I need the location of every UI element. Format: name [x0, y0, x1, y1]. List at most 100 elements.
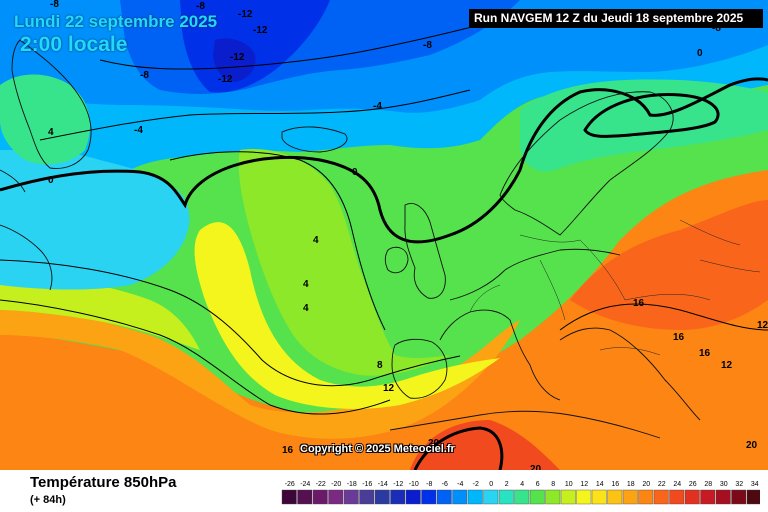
legend-swatch	[452, 489, 468, 505]
legend-swatch	[483, 489, 499, 505]
legend-swatch	[622, 489, 638, 505]
coast-europe	[439, 248, 701, 421]
legend-swatch	[545, 489, 561, 505]
legend-tick-label: -22	[316, 481, 326, 488]
contour-label: -12	[230, 52, 245, 63]
isotherm-thin-16	[559, 303, 768, 331]
legend-tick-label: 2	[505, 481, 509, 488]
legend-swatch	[576, 489, 592, 505]
coast-iberia	[391, 338, 448, 399]
contour-label: -4	[373, 101, 382, 112]
contour-label: 16	[673, 332, 685, 343]
legend-swatch	[390, 489, 406, 505]
legend-tick-label: -8	[426, 481, 432, 488]
legend-tick-label: 26	[689, 481, 697, 488]
field-lightgreen-greenland	[0, 74, 90, 165]
legend-tick-label: -16	[362, 481, 372, 488]
legend-swatch	[591, 489, 607, 505]
contour-label: 0	[48, 175, 54, 186]
legend-tick-label: 4	[520, 481, 524, 488]
contour-label: -12	[238, 9, 253, 20]
legend-swatch	[467, 489, 483, 505]
field-orange-south	[0, 170, 768, 470]
field-red-med	[410, 420, 560, 470]
field-light-cyan-labrador	[0, 150, 190, 290]
isotherm-thin-12	[0, 299, 391, 415]
field-green-uk-north	[238, 149, 450, 376]
legend-swatch	[312, 489, 328, 505]
legend-tick-label: 28	[704, 481, 712, 488]
legend-swatch	[297, 489, 313, 505]
coast-scandinavia	[499, 91, 674, 236]
color-scale-legend: -26 -24 -22 -20 -18 -16 -14 -12 -10 -8 -6 -4 -2 0 2 4 6 8…	[281, 481, 760, 505]
model-run-label: Run NAVGEM 12 Z du Jeudi 18 septembre 20…	[469, 9, 763, 28]
contour-label: -12	[253, 25, 268, 36]
contour-label: 8	[377, 360, 383, 371]
legend-swatch	[359, 489, 375, 505]
field-greenland-core	[213, 38, 256, 82]
contour-label: -4	[134, 125, 143, 136]
legend-swatch	[669, 489, 685, 505]
legend-tick-label: 16	[611, 481, 619, 488]
coast-canada	[0, 169, 53, 291]
temperature-map: -8 -8 -12 -12 -8 -12 -12 -8 -8 -4 -4 4 0…	[0, 0, 768, 470]
contour-label: 0	[352, 167, 358, 178]
contour-label: -12	[218, 74, 233, 85]
contour-label: 4	[303, 279, 309, 290]
legend-tick-label: 32	[735, 481, 743, 488]
field-yellow-tongue	[194, 222, 501, 409]
contour-label: 16	[633, 298, 645, 309]
contour-label: -8	[196, 1, 205, 12]
legend-tick-label: 12	[580, 481, 588, 488]
coast-north-africa	[389, 410, 661, 439]
forecast-date: Lundi 22 septembre 2025	[14, 12, 218, 31]
legend-tick-label: 34	[751, 481, 759, 488]
legend-swatch	[529, 489, 545, 505]
legend-swatch	[436, 489, 452, 505]
legend-swatch	[653, 489, 669, 505]
legend-swatch	[684, 489, 700, 505]
legend-tick-label: -26	[285, 481, 295, 488]
contour-label: 20	[746, 440, 758, 451]
legend-tick-label: 30	[720, 481, 728, 488]
legend-swatch	[405, 489, 421, 505]
isotherm-twenty	[413, 426, 504, 470]
contour-label: -8	[140, 70, 149, 81]
legend-swatch	[731, 489, 747, 505]
legend-swatch	[715, 489, 731, 505]
legend-swatch	[607, 489, 623, 505]
legend-tick-label: 8	[551, 481, 555, 488]
legend-tick-label: 6	[536, 481, 540, 488]
legend-tick-label: -24	[300, 481, 310, 488]
legend-tick-label: 22	[658, 481, 666, 488]
isotherm-thin-neg4	[39, 89, 471, 141]
legend-swatch	[343, 489, 359, 505]
contour-label: 4	[303, 303, 309, 314]
contour-label: 0	[697, 48, 703, 59]
legend-tick-label: -4	[457, 481, 463, 488]
variable-title: Température 850hPa	[30, 474, 177, 491]
contour-label: 16	[282, 445, 294, 456]
legend-swatch	[746, 489, 760, 505]
legend-swatch	[560, 489, 576, 505]
contour-label: -8	[712, 23, 721, 34]
legend-tick-label: -18	[347, 481, 357, 488]
forecast-local-time: 2:00 locale	[20, 33, 128, 56]
legend-tick-label: 0	[489, 481, 493, 488]
contour-label: 20	[428, 438, 440, 449]
coast-iceland	[281, 126, 348, 153]
contour-label: 12	[383, 383, 395, 394]
contour-label: -8	[423, 40, 432, 51]
copyright-notice: Copyright © 2025 Meteociel.fr	[300, 443, 455, 455]
legend-tick-label: -20	[331, 481, 341, 488]
isotherm-zero-loop	[583, 93, 720, 138]
contour-label: -8	[50, 0, 59, 10]
isotherm-thin-8	[0, 259, 461, 387]
isotherm-zero	[0, 77, 768, 244]
legend-swatch	[328, 489, 344, 505]
legend-tick-label: 14	[596, 481, 604, 488]
lead-time: (+ 84h)	[30, 494, 66, 506]
legend-swatch	[514, 489, 530, 505]
legend-swatch	[421, 489, 437, 505]
